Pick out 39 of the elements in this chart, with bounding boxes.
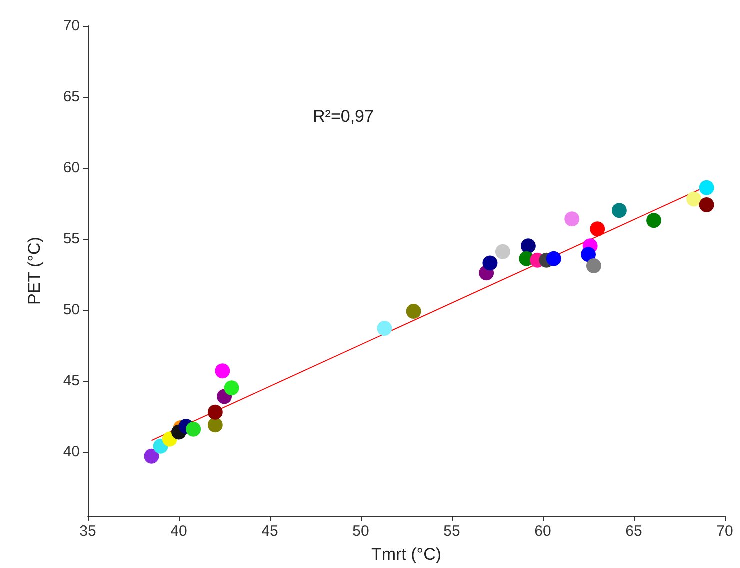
point: [215, 364, 230, 379]
point: [224, 380, 240, 396]
x-tick-label: 45: [262, 523, 278, 540]
point: [208, 418, 223, 433]
point: [377, 321, 392, 336]
point: [186, 422, 202, 437]
y-tick-label: 70: [63, 18, 80, 34]
y-tick-label: 40: [63, 444, 80, 461]
x-axis-title: Tmrt (°C): [371, 545, 442, 564]
y-tick-label: 45: [63, 372, 80, 390]
x-tick-label: 70: [716, 523, 734, 540]
x-tick-label: 50: [352, 523, 370, 540]
point: [581, 247, 596, 262]
x-tick-label: 35: [80, 523, 96, 540]
point: [699, 197, 714, 212]
y-tick-label: 55: [63, 230, 80, 248]
annotation: R²=0,97: [313, 107, 374, 126]
point: [564, 212, 580, 227]
y-tick-label: 50: [63, 302, 80, 319]
y-tick-label: 60: [63, 160, 80, 177]
x-tick-label: 55: [444, 523, 460, 540]
x-tick-label: 60: [534, 523, 552, 540]
point: [144, 448, 160, 464]
point: [586, 258, 602, 274]
x-tick-label: 65: [626, 523, 642, 540]
point: [546, 251, 562, 266]
point: [208, 404, 223, 420]
x-tick-label: 40: [170, 523, 188, 540]
point: [699, 180, 714, 196]
point: [646, 213, 662, 228]
y-axis-title: PET (°C): [25, 237, 44, 305]
point: [686, 192, 702, 207]
point: [612, 203, 627, 218]
point: [590, 222, 606, 237]
point: [495, 244, 510, 260]
point: [520, 238, 536, 254]
point: [406, 304, 422, 319]
point: [482, 256, 498, 271]
y-tick-label: 65: [63, 88, 80, 106]
